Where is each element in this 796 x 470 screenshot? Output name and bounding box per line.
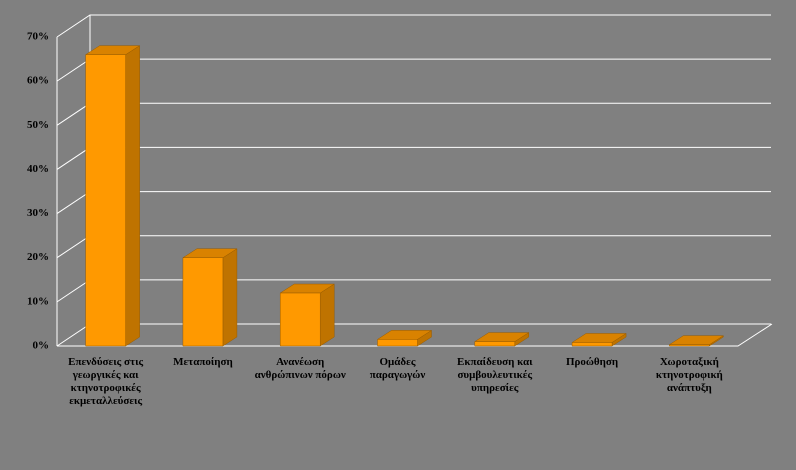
- bar: [84, 45, 141, 347]
- grid-line: [56, 191, 771, 214]
- bar-side: [319, 283, 335, 347]
- y-tick-label: 50%: [27, 119, 49, 131]
- x-tick-label: Μεταποίηση: [173, 356, 233, 368]
- bar: [668, 335, 725, 347]
- bar-front: [474, 341, 516, 347]
- grid-line: [56, 146, 771, 170]
- y-tick-label: 0%: [33, 340, 50, 352]
- bar-front: [85, 54, 126, 347]
- y-tick-label: 10%: [27, 295, 49, 307]
- x-tick-label: Χωροταξική κτηνοτροφική ανάπτυξη: [655, 356, 723, 394]
- x-tick-label: Ανανέωση ανθρώπινων πόρων: [254, 356, 346, 381]
- bar-front: [279, 292, 321, 347]
- grid-line: [56, 279, 771, 303]
- bar-side: [125, 45, 140, 347]
- bar: [376, 329, 433, 347]
- bar-front: [377, 339, 418, 347]
- bar-side: [222, 248, 238, 347]
- bar-front: [182, 257, 224, 347]
- x-tick-label: Επενδύσεις στις γεωργικές και κτηνοτροφι…: [68, 356, 144, 407]
- bar-front: [669, 344, 710, 347]
- y-tick-label: 40%: [27, 163, 49, 175]
- y-tick-label: 70%: [27, 31, 49, 43]
- grid-line: [56, 235, 771, 259]
- grid-line: [56, 58, 771, 82]
- x-tick-label: Ομάδες παραγωγών: [369, 356, 426, 381]
- grid-line: [56, 102, 771, 126]
- bar: [571, 333, 627, 347]
- bar: [279, 283, 336, 347]
- y-tick-label: 20%: [27, 251, 49, 263]
- x-tick-label: Εκπαίδευση και συμβουλευτικές υπηρεσίες: [457, 356, 533, 394]
- y-tick-label: 30%: [27, 207, 49, 219]
- y-tick-label: 60%: [27, 75, 49, 87]
- x-tick-label: Προώθηση: [565, 356, 619, 368]
- bar: [473, 332, 530, 347]
- bar: [182, 248, 238, 347]
- bar-front: [571, 342, 613, 347]
- grid-line: [56, 14, 771, 38]
- bar-top: [668, 335, 725, 345]
